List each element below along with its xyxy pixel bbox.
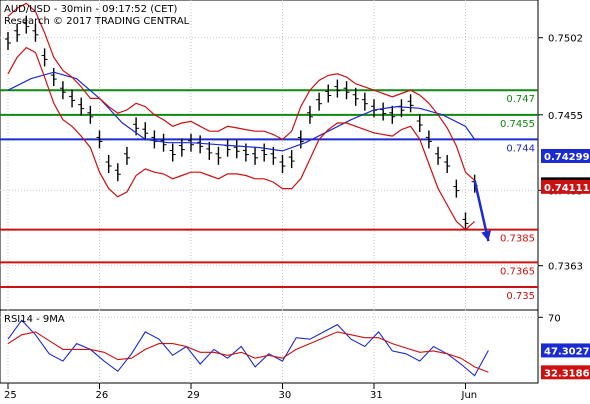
rsi-panel-border <box>0 309 539 384</box>
rsi-line <box>7 319 489 377</box>
indicator-line <box>7 71 476 152</box>
level-label: 0.735 <box>506 291 535 302</box>
level-label: 0.747 <box>506 94 535 105</box>
level-label: 0.7385 <box>500 234 535 245</box>
main-panel-border <box>0 0 539 311</box>
level-label: 0.7455 <box>500 119 535 130</box>
rsi-y-tick-label: 70 <box>548 313 561 324</box>
indicator-line <box>7 46 476 231</box>
price-series <box>5 2 492 242</box>
x-tick-label: Jun <box>461 390 478 400</box>
rsi-badge-label: 47.3027 <box>544 346 590 357</box>
rsi-title: RSI14 - 9MA <box>4 314 65 325</box>
rsi-badge-label: 32.3186 <box>544 368 590 379</box>
level-label: 0.7365 <box>500 266 535 277</box>
x-tick-label: 30 <box>279 390 292 400</box>
panels <box>0 0 539 384</box>
forecast-arrow-line <box>473 180 490 242</box>
price-badge-label: 0.74299 <box>544 152 590 163</box>
rsi-badge-box <box>541 343 590 358</box>
x-tick-label: 29 <box>187 390 200 400</box>
rsi-series <box>7 319 489 377</box>
chart-title: AUD/USD - 30min - 09:17:52 (CET) <box>4 4 178 15</box>
x-tick-label: 26 <box>96 390 109 400</box>
level-label: 0.744 <box>506 143 535 154</box>
price-badge-box <box>541 148 590 163</box>
price-badge-box <box>541 179 590 194</box>
y-tick-label: 0.7502 <box>548 34 583 45</box>
price-badge-label: 0.74111 <box>544 183 590 194</box>
rsi-line <box>7 331 489 373</box>
rsi-badge-box <box>541 365 590 380</box>
grid-lines <box>0 0 538 383</box>
indicator-line <box>7 2 476 181</box>
forecast-arrow-head <box>481 230 492 242</box>
chart-copyright: Research © 2017 TRADING CENTRAL <box>4 16 190 27</box>
y-tick-label: 0.7363 <box>548 262 583 273</box>
x-tick-label: 25 <box>4 390 17 400</box>
y-tick-label: 0.7455 <box>548 111 583 122</box>
x-tick-label: 31 <box>370 390 383 400</box>
